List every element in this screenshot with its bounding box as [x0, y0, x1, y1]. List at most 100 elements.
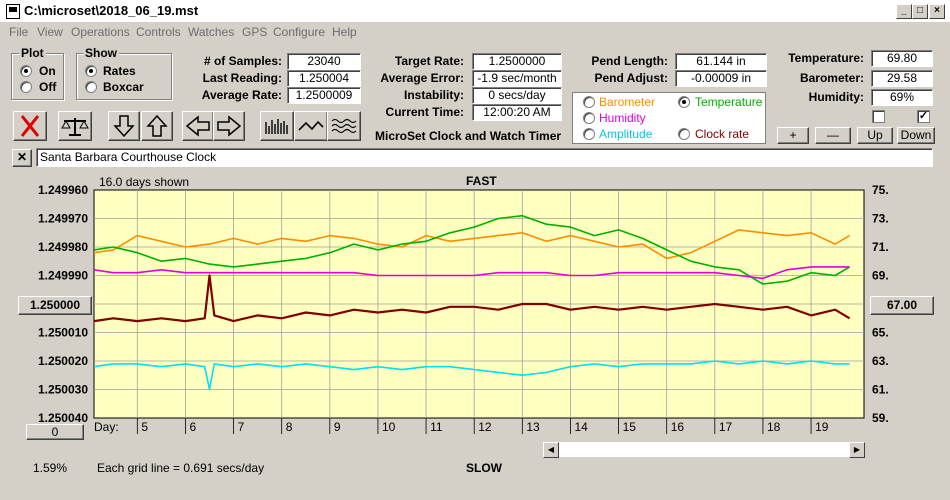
plot-on-label: On [39, 64, 56, 78]
series-humidity [93, 266, 850, 280]
series-amplitude [93, 360, 850, 391]
arrow-up-icon [146, 114, 168, 137]
menu-watches[interactable]: Watches [188, 25, 235, 39]
checkbox-right[interactable]: ✓ [917, 110, 930, 123]
stop-button[interactable] [13, 111, 47, 141]
humidity-field: 69% [871, 89, 933, 106]
window-title: C:\microset\2018_06_19.mst [24, 3, 199, 18]
arrow-down-icon [113, 115, 135, 138]
day-tick-label: 19 [815, 420, 829, 434]
bar-graph-button[interactable] [260, 111, 294, 141]
plus-button[interactable]: + [777, 127, 809, 144]
instability-label: Instability: [403, 88, 464, 102]
right-tick-label: 63.00 [872, 354, 888, 368]
sensor-clock-rate-label: Clock rate [695, 127, 750, 141]
day-tick-label: 11 [430, 420, 443, 434]
fast-label: FAST [466, 174, 497, 188]
plot-off-radio[interactable] [20, 81, 32, 93]
sensor-barometer-label: Barometer [599, 95, 656, 109]
maximize-icon[interactable]: □ [912, 4, 928, 19]
plot-group-label: Plot [19, 46, 46, 60]
samples-label: # of Samples: [203, 54, 282, 68]
x-icon: ✕ [16, 150, 28, 164]
barometer-label: Barometer: [799, 71, 864, 85]
scroll-right-icon[interactable]: ▶ [849, 442, 865, 458]
pend-length-label: Pend Length: [591, 54, 668, 68]
pend-length-field[interactable]: 61.144 in [675, 53, 767, 70]
right-tick-label: 61.00 [872, 383, 888, 397]
sensor-select-box [572, 92, 766, 144]
sensor-humidity-radio[interactable] [583, 112, 595, 124]
horizontal-scrollbar[interactable]: ◀ ▶ [543, 441, 865, 458]
scroll-left-icon[interactable]: ◀ [543, 442, 559, 458]
minus-button[interactable]: — [815, 127, 851, 144]
show-group-label: Show [83, 46, 119, 60]
current-time-label: Current Time: [385, 105, 464, 119]
right-tick-label: 65.00 [872, 326, 888, 340]
right-arrow-button[interactable] [213, 111, 245, 141]
samples-field: 23040 [287, 53, 361, 70]
sensor-temperature-radio[interactable] [678, 96, 690, 108]
close-window-icon[interactable]: × [929, 4, 945, 19]
line-graph-button[interactable] [294, 111, 328, 141]
avg-rate-label: Average Rate: [201, 88, 282, 102]
left-tick-label: 1.249970 [38, 212, 88, 226]
menu-gps[interactable]: GPS [242, 25, 268, 39]
up-button[interactable]: Up [857, 127, 893, 144]
sensor-barometer-radio[interactable] [583, 96, 595, 108]
left-tick-label: 1.250020 [38, 354, 88, 368]
pend-adjust-label: Pend Adjust: [594, 71, 668, 85]
down-button[interactable]: Down [897, 127, 935, 144]
menu-help[interactable]: Help [332, 25, 357, 39]
center-temp-button[interactable]: 67.00 [870, 296, 934, 315]
wave-icon [331, 118, 357, 134]
left-arrow-button[interactable] [182, 111, 214, 141]
avg-error-field: -1.9 sec/month [472, 70, 562, 87]
day-tick-label: 6 [189, 420, 196, 434]
bar-graph-icon [265, 119, 288, 134]
day-tick-label: 12 [478, 420, 492, 434]
show-rates-radio[interactable] [85, 65, 97, 77]
app-icon[interactable] [6, 4, 20, 19]
checkbox-left[interactable] [872, 110, 885, 123]
rate-chart: 1.249960 75.00 1.249970 73.00 1.249980 71.00 1… [16, 172, 888, 462]
sensor-amplitude-radio[interactable] [583, 128, 595, 140]
pend-adjust-field: -0.00009 in [675, 70, 767, 87]
menu-operations[interactable]: Operations [71, 25, 130, 39]
clear-name-button[interactable]: ✕ [12, 149, 32, 167]
menu-file[interactable]: File [9, 25, 29, 39]
wave-graph-button[interactable] [327, 111, 361, 141]
percent-label: 1.59% [33, 461, 68, 475]
down-arrow-button[interactable] [108, 111, 140, 141]
right-tick-label: 71.00 [872, 240, 888, 254]
menu-controls[interactable]: Controls [136, 25, 181, 39]
target-rate-field[interactable]: 1.2500000 [472, 53, 562, 70]
up-arrow-button[interactable] [141, 111, 173, 141]
zero-button[interactable]: 0 [26, 424, 84, 440]
balance-button[interactable] [58, 111, 92, 141]
day-tick-label: 9 [334, 420, 341, 434]
show-boxcar-radio[interactable] [85, 81, 97, 93]
plot-on-radio[interactable] [20, 65, 32, 77]
series-clock-rate [93, 274, 851, 323]
show-boxcar-label: Boxcar [103, 80, 144, 94]
humidity-label: Humidity: [808, 90, 864, 104]
app-caption: MicroSet Clock and Watch Timer [375, 129, 562, 143]
show-groupbox [76, 53, 172, 100]
plot-off-label: Off [39, 80, 57, 94]
menu-view[interactable]: View [37, 25, 63, 39]
sensor-clock-rate-radio[interactable] [678, 128, 690, 140]
clock-name-field[interactable]: Santa Barbara Courthouse Clock [36, 148, 933, 167]
current-time-field: 12:00:20 AM [472, 104, 562, 121]
minimize-icon[interactable]: _ [896, 4, 912, 19]
day-tick-label: 7 [238, 420, 245, 434]
left-tick-label: 1.249980 [38, 240, 88, 254]
days-shown-label: 16.0 days shown [99, 175, 190, 189]
instability-field: 0 secs/day [472, 87, 562, 104]
temperature-field: 69.80 [871, 50, 933, 67]
menu-configure[interactable]: Configure [273, 25, 326, 39]
barometer-field: 29.58 [871, 70, 933, 87]
series-temperature [93, 214, 851, 285]
target-rate-label: Target Rate: [394, 54, 464, 68]
center-rate-button[interactable]: 1.250000 [18, 296, 92, 315]
